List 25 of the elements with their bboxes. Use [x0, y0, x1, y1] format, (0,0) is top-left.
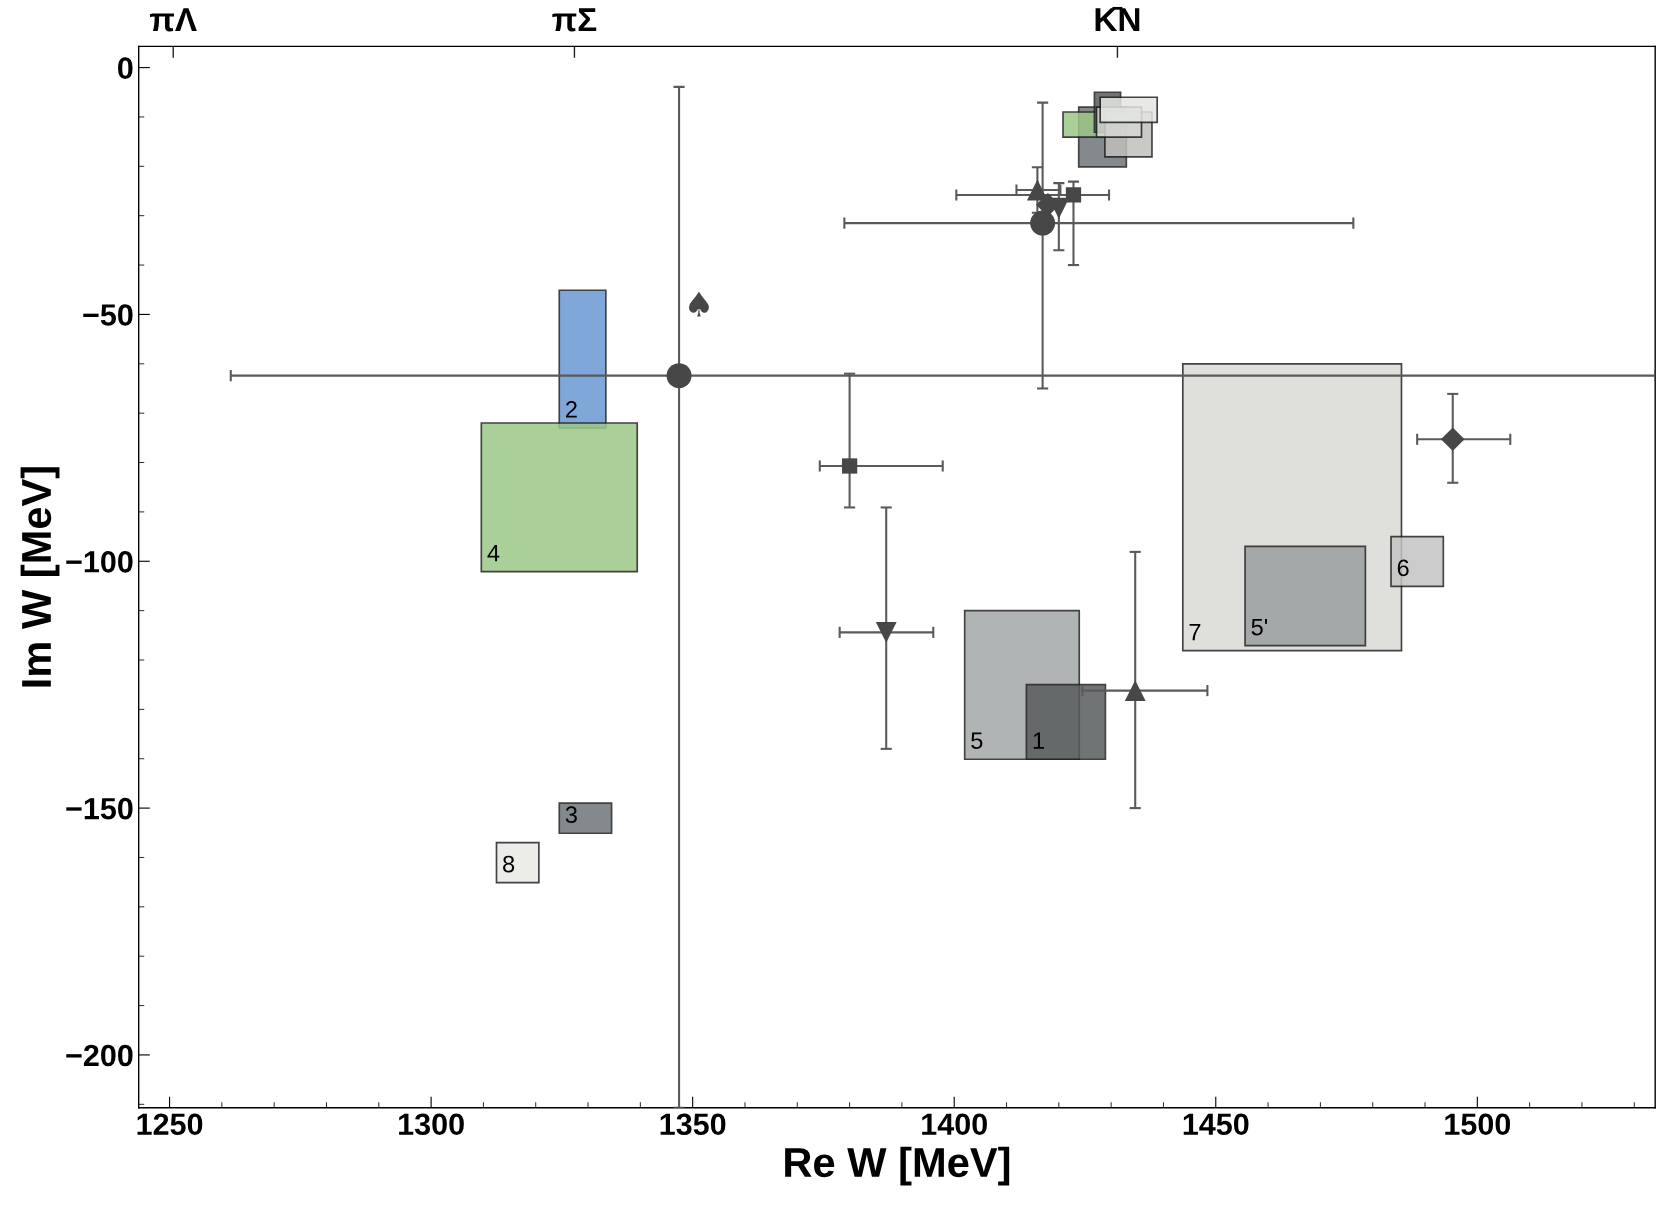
ref-line-label: πΛ: [150, 8, 197, 32]
x-axis-title: Re W [MeV]: [785, 1146, 1010, 1186]
series-label: 2: [566, 401, 577, 418]
x-tick-label: 1400: [922, 1113, 987, 1136]
series-label: 6: [1397, 559, 1409, 577]
series-label: 5: [971, 732, 983, 749]
ref-line-label: K̄N: [1095, 6, 1140, 32]
series-label: 3: [565, 806, 577, 824]
y-axis-title: Im W [MeV]: [20, 467, 60, 687]
x-tick-label: 1500: [1445, 1113, 1511, 1136]
y-tick-label: −150: [66, 797, 133, 820]
ref-line-label: πΣ: [552, 8, 597, 32]
x-tick-label: 1450: [1183, 1113, 1249, 1136]
x-tick-label: 1300: [399, 1113, 464, 1136]
series-label: 5': [1251, 618, 1268, 636]
y-tick-label: −50: [83, 304, 133, 326]
series-label: 4: [487, 544, 500, 562]
series-label: 7: [1189, 623, 1201, 641]
y-tick-label: −100: [66, 551, 133, 573]
y-tick-label: −200: [66, 1044, 133, 1067]
y-tick-label: 0: [118, 57, 133, 79]
series-label: 8: [503, 855, 515, 873]
x-tick-label: 1250: [137, 1113, 203, 1136]
series-label: 1: [1033, 732, 1044, 749]
x-tick-label: 1350: [660, 1113, 726, 1136]
